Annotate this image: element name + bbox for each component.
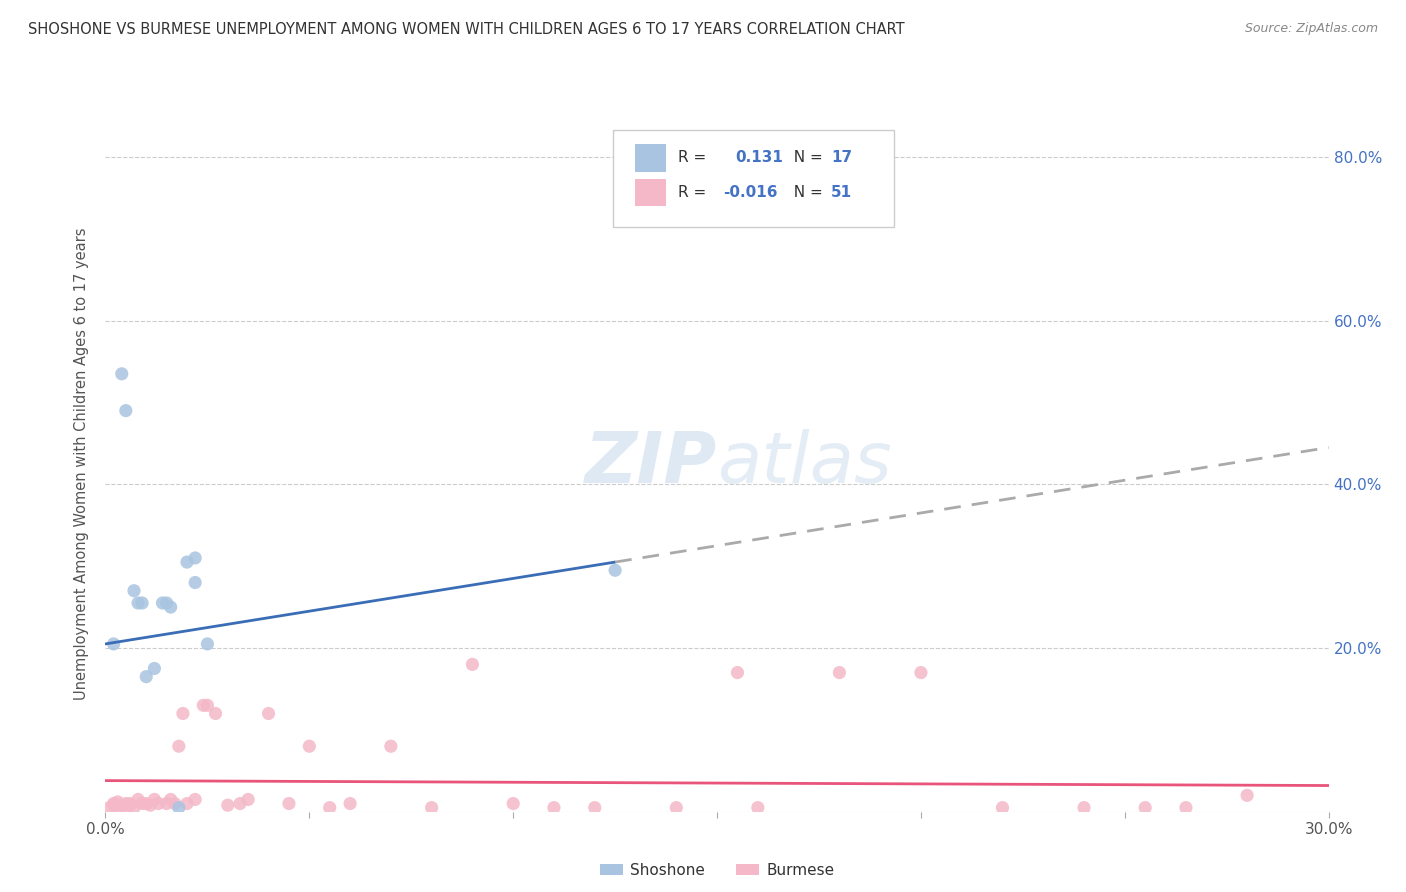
- Point: [298, 739, 321, 754]
- Point: [167, 800, 190, 814]
- Point: [115, 403, 138, 417]
- Point: [420, 800, 443, 814]
- Point: [131, 596, 153, 610]
- Point: [197, 637, 219, 651]
- Text: ZIP: ZIP: [585, 429, 717, 499]
- Point: [236, 792, 260, 806]
- Text: -0.016: -0.016: [723, 185, 778, 200]
- Text: 0.131: 0.131: [735, 150, 783, 165]
- Point: [139, 798, 162, 813]
- Point: [103, 797, 125, 811]
- Point: [176, 797, 198, 811]
- Point: [193, 698, 215, 713]
- Point: [167, 739, 190, 754]
- Point: [118, 797, 141, 811]
- Point: [159, 600, 181, 615]
- Point: [747, 800, 769, 814]
- Point: [107, 800, 129, 814]
- Point: [204, 706, 226, 721]
- Point: [543, 800, 565, 814]
- Point: [131, 797, 153, 811]
- Point: [1073, 800, 1095, 814]
- Point: [103, 637, 125, 651]
- Point: [122, 800, 145, 814]
- FancyBboxPatch shape: [613, 130, 894, 227]
- Point: [257, 706, 280, 721]
- Text: SHOSHONE VS BURMESE UNEMPLOYMENT AMONG WOMEN WITH CHILDREN AGES 6 TO 17 YEARS CO: SHOSHONE VS BURMESE UNEMPLOYMENT AMONG W…: [28, 22, 904, 37]
- Text: R =: R =: [678, 185, 711, 200]
- Point: [156, 596, 179, 610]
- Point: [118, 798, 141, 813]
- Point: [502, 797, 524, 811]
- Point: [727, 665, 749, 680]
- Text: N =: N =: [785, 150, 828, 165]
- Point: [184, 792, 207, 806]
- Point: [122, 583, 145, 598]
- Point: [991, 800, 1014, 814]
- Point: [197, 698, 219, 713]
- Point: [156, 797, 179, 811]
- Point: [176, 555, 198, 569]
- Point: [380, 739, 402, 754]
- Text: R =: R =: [678, 150, 716, 165]
- Point: [103, 798, 125, 813]
- Point: [172, 706, 194, 721]
- Point: [135, 670, 157, 684]
- Text: 17: 17: [831, 150, 852, 165]
- Point: [217, 798, 239, 813]
- Point: [1133, 800, 1156, 814]
- Y-axis label: Unemployment Among Women with Children Ages 6 to 17 years: Unemployment Among Women with Children A…: [75, 227, 90, 700]
- Point: [143, 661, 166, 675]
- Point: [583, 800, 606, 814]
- Point: [135, 797, 157, 811]
- Point: [184, 575, 207, 590]
- Point: [229, 797, 252, 811]
- Point: [184, 551, 207, 566]
- Point: [111, 367, 134, 381]
- Point: [148, 797, 170, 811]
- Text: 51: 51: [831, 185, 852, 200]
- FancyBboxPatch shape: [636, 144, 665, 171]
- Point: [127, 792, 149, 806]
- Point: [115, 797, 138, 811]
- Point: [318, 800, 342, 814]
- Point: [159, 792, 181, 806]
- Legend: Shoshone, Burmese: Shoshone, Burmese: [593, 857, 841, 884]
- Point: [461, 657, 484, 672]
- Point: [163, 797, 186, 811]
- Point: [665, 800, 688, 814]
- FancyBboxPatch shape: [636, 178, 665, 206]
- Point: [1175, 800, 1198, 814]
- Point: [605, 563, 627, 577]
- Point: [115, 800, 138, 814]
- Point: [828, 665, 851, 680]
- Point: [127, 596, 149, 610]
- Point: [910, 665, 932, 680]
- Text: atlas: atlas: [717, 429, 891, 499]
- Text: N =: N =: [785, 185, 828, 200]
- Text: Source: ZipAtlas.com: Source: ZipAtlas.com: [1244, 22, 1378, 36]
- Point: [152, 596, 174, 610]
- Point: [107, 795, 129, 809]
- Point: [278, 797, 301, 811]
- Point: [111, 798, 134, 813]
- Point: [1236, 789, 1258, 803]
- Point: [339, 797, 361, 811]
- Point: [143, 792, 166, 806]
- Point: [98, 800, 121, 814]
